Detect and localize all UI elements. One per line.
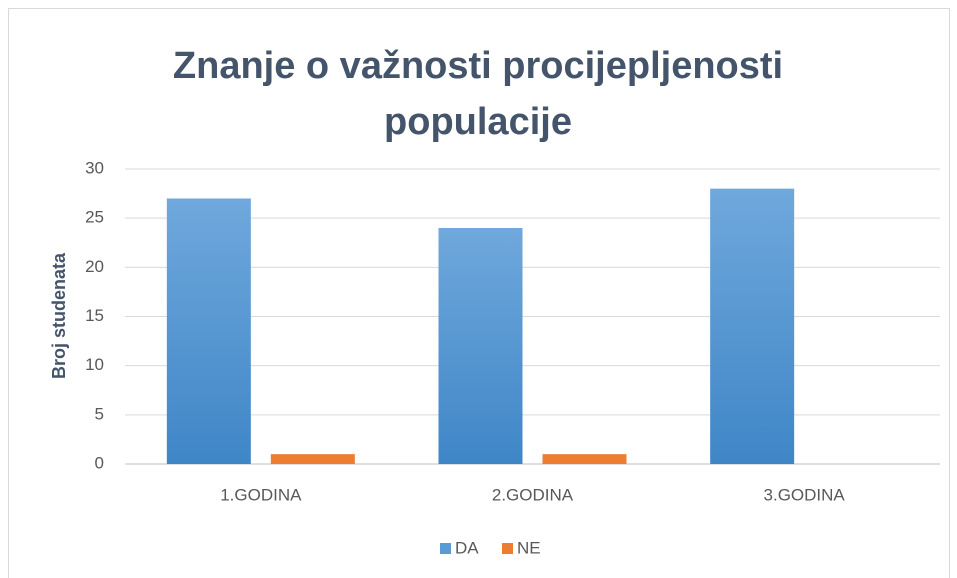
bar [542, 454, 627, 464]
bar [710, 188, 795, 464]
y-axis-label: Broj studenata [49, 252, 69, 379]
y-tick-label: 20 [85, 257, 104, 276]
bar [438, 228, 523, 464]
y-tick-label: 0 [95, 453, 104, 472]
x-tick-label: 2.GODINA [492, 485, 574, 504]
legend-swatch [502, 543, 513, 554]
chart-border [8, 8, 950, 578]
legend-swatch [440, 543, 451, 554]
chart-title: Znanje o važnosti procijepljenosti popul… [172, 45, 784, 143]
y-tick-label: 25 [85, 208, 104, 227]
y-tick-label: 30 [85, 158, 104, 177]
bar [270, 454, 355, 464]
y-tick-label: 10 [85, 355, 104, 374]
legend-label: DA [455, 538, 479, 557]
x-tick-label: 1.GODINA [220, 485, 302, 504]
legend-label: NE [517, 538, 541, 557]
bar [166, 198, 251, 464]
y-tick-label: 5 [95, 404, 104, 423]
y-tick-label: 15 [85, 306, 104, 325]
x-tick-label: 3.GODINA [764, 485, 846, 504]
